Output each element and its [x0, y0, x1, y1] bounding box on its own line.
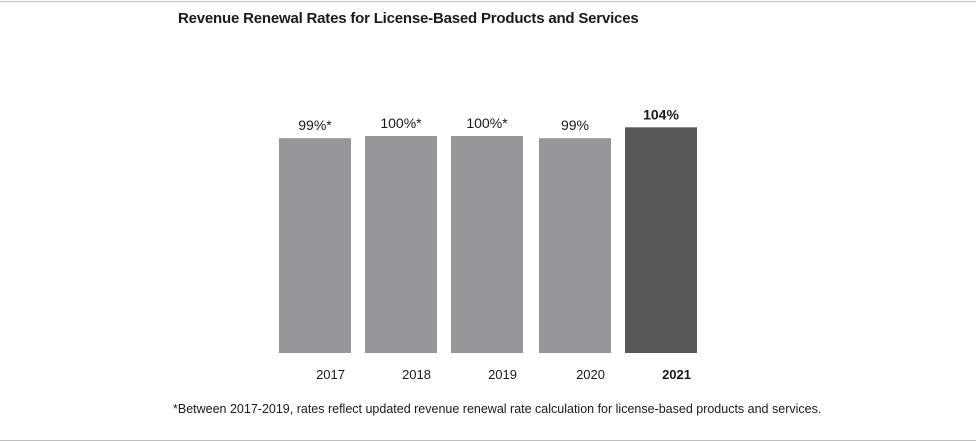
category-label-2021: 2021	[662, 367, 691, 382]
value-label-2018: 100%*	[380, 115, 422, 131]
top-divider	[0, 1, 976, 2]
category-labels-group: 2017 2018 2019 2020 2021	[316, 367, 691, 382]
bottom-divider	[0, 440, 976, 441]
bar-2021	[625, 127, 697, 353]
value-label-2019: 100%*	[466, 115, 508, 131]
value-label-2017: 99%*	[298, 117, 332, 133]
bar-2017	[279, 138, 351, 353]
category-label-2019: 2019	[488, 367, 517, 382]
bar-2018	[365, 136, 437, 353]
category-label-2018: 2018	[402, 367, 431, 382]
bar-2020	[539, 138, 611, 353]
value-label-2021: 104%	[643, 106, 679, 122]
bar-2019	[451, 136, 523, 353]
value-label-2020: 99%	[561, 117, 589, 133]
value-labels-group: 99%* 100%* 100%* 99% 104%	[298, 106, 679, 133]
category-label-2017: 2017	[316, 367, 345, 382]
chart-footnote: *Between 2017-2019, rates reflect update…	[173, 402, 822, 416]
bars-group	[279, 127, 697, 353]
chart-title: Revenue Renewal Rates for License-Based …	[178, 10, 639, 27]
category-label-2020: 2020	[576, 367, 605, 382]
